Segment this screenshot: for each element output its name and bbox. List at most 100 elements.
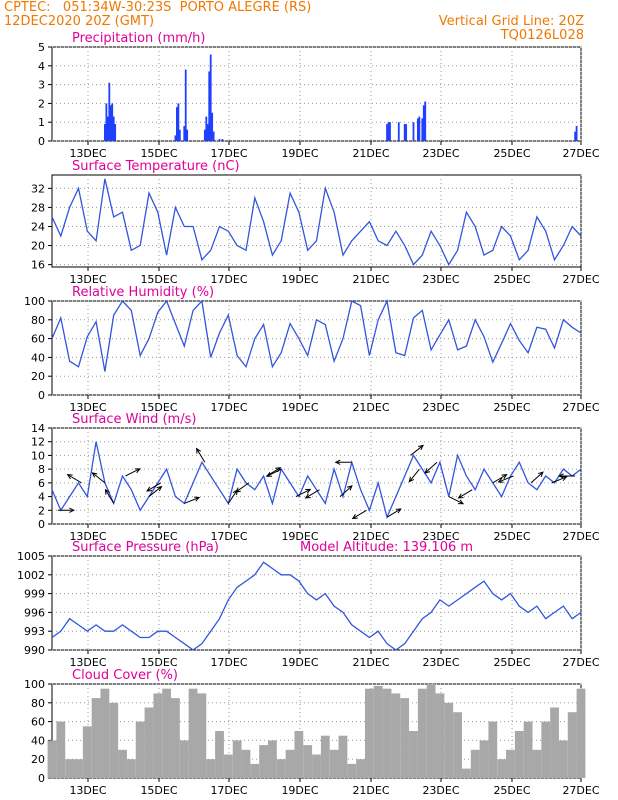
press-ytick-label: 990 bbox=[24, 644, 45, 657]
precip-bar bbox=[109, 105, 112, 141]
precip-ytick-label: 5 bbox=[38, 41, 45, 54]
wind-arrow bbox=[339, 485, 353, 497]
header-grid-line: Vertical Grid Line: 20Z bbox=[438, 14, 584, 29]
precip-bar bbox=[111, 103, 114, 141]
rh-ytick-label: 100 bbox=[24, 295, 45, 308]
wind-arrow bbox=[408, 468, 420, 482]
wind-arrow bbox=[235, 482, 250, 493]
temp-xtick-label: 19DEC bbox=[281, 273, 318, 286]
precip-bar bbox=[211, 112, 214, 141]
cloud-area-bar bbox=[135, 721, 145, 778]
press-xtick-label: 21DEC bbox=[352, 656, 389, 669]
header-station: CPTEC: 051:34W-30:23S PORTO ALEGRE (RS) bbox=[4, 0, 312, 15]
cloud-xtick-label: 23DEC bbox=[422, 784, 459, 797]
wind-arrow-head bbox=[195, 447, 202, 454]
cloud-ytick-label: 60 bbox=[31, 716, 45, 729]
wind-ytick-label: 4 bbox=[38, 491, 45, 504]
wind-xtick-label: 21DEC bbox=[352, 530, 389, 543]
temp-ytick-label: 16 bbox=[31, 259, 45, 272]
rh-xtick-label: 25DEC bbox=[493, 401, 530, 414]
rh-xtick-label: 19DEC bbox=[281, 401, 318, 414]
precip-panel: 0 1 2 3 4 5 13DEC 15DEC 17DEC 19DEC 21DEC 23DEC 25DE… bbox=[38, 31, 600, 160]
temp-panel: 16 20 24 28 32 13DEC 15DEC 17DEC 19DEC 21DEC 23DEC… bbox=[31, 159, 600, 286]
precip-bar bbox=[106, 116, 109, 141]
cloud-area-bar bbox=[285, 749, 295, 778]
cloud-area-bar bbox=[356, 759, 365, 778]
wind-arrow-head bbox=[557, 473, 564, 479]
wind-frame bbox=[51, 427, 582, 525]
rh-xtick-label: 15DEC bbox=[140, 401, 177, 414]
precip-xtick-label: 21DEC bbox=[352, 147, 389, 160]
precip-bar bbox=[206, 124, 209, 141]
cloud-area-bar bbox=[329, 749, 339, 778]
wind-arrow-head bbox=[304, 493, 311, 499]
wind-arrow-head bbox=[156, 485, 163, 492]
header-model-code: TQ0126L028 bbox=[500, 28, 584, 43]
precip-bar bbox=[177, 103, 180, 141]
cloud-area-bar bbox=[373, 685, 383, 778]
precip-xtick-label: 19DEC bbox=[281, 147, 318, 160]
wind-arrow bbox=[105, 489, 115, 504]
wind-series-line bbox=[51, 441, 582, 520]
wind-arrow-head bbox=[457, 493, 464, 499]
press-xtick-label: 23DEC bbox=[422, 656, 459, 669]
wind-arrow-head bbox=[351, 514, 358, 520]
cloud-area-bar bbox=[65, 759, 75, 778]
wind-arrow-head bbox=[458, 499, 465, 505]
cloud-ytick-label: 100 bbox=[24, 678, 45, 691]
cloud-ytick-label: 20 bbox=[31, 753, 45, 766]
wind-arrow-head bbox=[146, 486, 153, 492]
precip-bar bbox=[424, 101, 427, 141]
temp-xtick-label: 27DEC bbox=[562, 273, 599, 286]
cloud-area-bar bbox=[56, 721, 66, 778]
cloud-area-bar bbox=[91, 698, 101, 778]
wind-ytick-label: 12 bbox=[31, 436, 45, 449]
precip-xtick-label: 13DEC bbox=[69, 147, 106, 160]
precip-bar bbox=[183, 125, 186, 141]
wind-xtick-label: 13DEC bbox=[69, 530, 106, 543]
wind-arrow bbox=[148, 486, 162, 497]
rh-xtick-label: 23DEC bbox=[422, 401, 459, 414]
precip-bar bbox=[221, 139, 224, 141]
temp-ytick-label: 24 bbox=[31, 220, 45, 233]
precip-bar bbox=[205, 116, 208, 141]
wind-arrow-head bbox=[134, 468, 141, 474]
wind-arrow bbox=[352, 509, 367, 519]
rh-xtick-label: 21DEC bbox=[352, 401, 389, 414]
cloud-area-bar bbox=[144, 707, 154, 778]
wind-arrow bbox=[458, 489, 473, 499]
precip-bar bbox=[114, 124, 117, 141]
wind-ytick-label: 6 bbox=[38, 477, 45, 490]
precip-bar bbox=[208, 71, 211, 141]
wind-arrow-head bbox=[66, 474, 73, 480]
precip-ytick-label: 2 bbox=[38, 97, 45, 110]
cloud-area-bar bbox=[268, 740, 277, 778]
rh-xtick-label: 27DEC bbox=[562, 401, 599, 414]
press-frame bbox=[51, 555, 582, 651]
cloud-area-bar bbox=[453, 712, 462, 778]
press-ytick-label: 999 bbox=[24, 588, 45, 601]
wind-arrow-head bbox=[418, 444, 424, 451]
wind-arrow-head bbox=[424, 468, 431, 474]
press-xtick-label: 25DEC bbox=[493, 656, 530, 669]
cloud-area-bar bbox=[400, 698, 410, 778]
wind-arrow-head bbox=[346, 485, 353, 491]
cloud-area-bar bbox=[100, 688, 110, 778]
cloud-area-bar bbox=[276, 759, 286, 778]
rh-ytick-label: 40 bbox=[31, 351, 45, 364]
press-note: Model Altitude: 139.106 m bbox=[300, 540, 473, 555]
cloud-area-bar bbox=[294, 731, 304, 778]
cloud-area-bar bbox=[312, 754, 321, 778]
wind-arrow bbox=[448, 496, 464, 505]
wind-arrow bbox=[498, 475, 514, 483]
wind-arrow bbox=[184, 497, 200, 504]
precip-bar bbox=[176, 107, 178, 141]
cloud-area-bar bbox=[250, 763, 260, 778]
cloud-area-bar bbox=[320, 735, 330, 778]
wind-arrow-head bbox=[537, 471, 544, 477]
press-ytick-label: 996 bbox=[24, 606, 45, 619]
cloud-area-bar bbox=[206, 759, 216, 778]
cloud-area-bar bbox=[461, 768, 471, 778]
